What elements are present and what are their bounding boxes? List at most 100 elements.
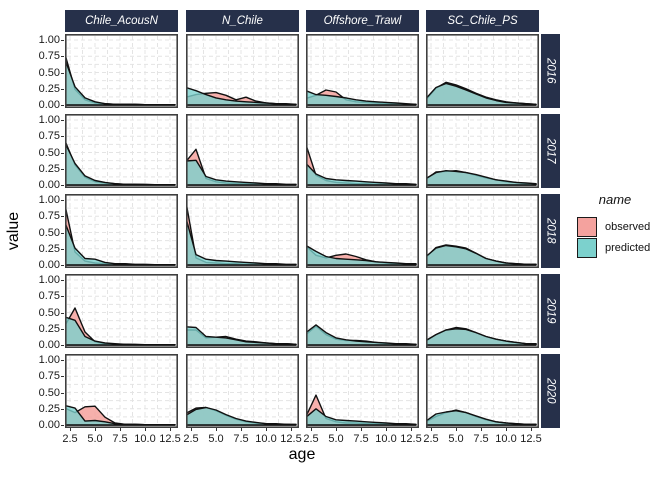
panel-border	[306, 34, 419, 108]
facet-panel-2019-Offshore_Trawl	[306, 274, 419, 348]
facet-panel-2018-SC_Chile_PS	[426, 194, 539, 268]
x-tick-label: 7.5	[353, 433, 369, 445]
facet-row-label: 2018	[544, 218, 557, 244]
facet-strip-row-2016: 2016	[541, 34, 560, 108]
facet-panel-2018-N_Chile	[186, 194, 299, 268]
facet-strip-row-2019: 2019	[541, 274, 560, 348]
facet-panel-2019-Chile_AcousN	[65, 274, 178, 348]
x-tick-mark	[506, 428, 507, 431]
y-tick-mark	[61, 40, 64, 41]
facet-panel-2016-SC_Chile_PS	[426, 34, 539, 108]
x-tick-label: 5.0	[208, 433, 224, 445]
y-tick-mark	[61, 280, 64, 281]
x-tick-mark	[431, 428, 432, 431]
x-tick-label: 12.5	[280, 433, 302, 445]
panel-border	[65, 274, 178, 348]
y-tick-label: 0.25	[38, 162, 60, 175]
facet-strip-col-Offshore_Trawl: Offshore_Trawl	[306, 10, 419, 32]
facet-panel-2017-Offshore_Trawl	[306, 114, 419, 188]
facet-strip-col-Chile_AcousN: Chile_AcousN	[65, 10, 178, 32]
y-tick-mark	[61, 216, 64, 218]
y-tick-label: 1.00	[38, 114, 60, 126]
x-axis-title: age	[288, 446, 316, 463]
y-tick-mark	[61, 168, 64, 170]
x-tick-mark	[411, 428, 412, 431]
facet-col-label: N_Chile	[222, 15, 263, 27]
predicted-outline	[186, 86, 297, 106]
facet-panel-2020-Offshore_Trawl	[306, 354, 419, 428]
x-tick-label: 10.0	[375, 433, 397, 445]
x-tick-mark	[361, 428, 362, 431]
predicted-area	[65, 317, 175, 345]
y-tick-mark	[61, 328, 64, 330]
y-tick-mark	[61, 200, 64, 201]
panel-border	[426, 194, 539, 268]
x-tick-label: 5.0	[448, 433, 464, 445]
predicted-outline	[306, 324, 417, 346]
x-tick-label: 12.5	[520, 433, 542, 445]
predicted-outline	[65, 142, 176, 186]
y-axis-title: value	[5, 211, 22, 251]
x-tick-label: 5.0	[328, 433, 344, 445]
y-tick-mark	[61, 312, 64, 314]
panel-border	[186, 194, 299, 268]
panel-border	[306, 354, 419, 428]
y-tick-mark	[61, 248, 64, 250]
x-tick-mark	[291, 428, 292, 431]
panel-border	[186, 114, 299, 188]
y-tick-label: 0.75	[38, 370, 60, 383]
predicted-outline	[65, 222, 176, 266]
predicted-area	[65, 222, 175, 265]
panel-border	[426, 274, 539, 348]
predicted-outline	[186, 217, 297, 266]
x-tick-label: 2.5	[183, 433, 199, 445]
x-tick-mark	[170, 428, 171, 431]
y-tick-mark	[61, 120, 64, 121]
y-tick-label: 0.25	[38, 242, 60, 255]
x-tick-mark	[241, 428, 242, 431]
panel-border	[426, 34, 539, 108]
y-tick-label: 0.25	[38, 402, 60, 415]
predicted-outline	[426, 170, 537, 186]
y-tick-label: 0.75	[38, 290, 60, 303]
y-tick-mark	[61, 72, 64, 74]
y-tick-label: 0.00	[38, 259, 60, 271]
facet-col-label: SC_Chile_PS	[447, 15, 518, 27]
legend-title: name	[598, 192, 632, 207]
predicted-area	[426, 328, 536, 345]
y-tick-label: 0.50	[38, 386, 60, 399]
panel-border	[186, 274, 299, 348]
predicted-outline	[65, 404, 176, 426]
x-tick-label: 7.5	[473, 433, 489, 445]
x-tick-label: 12.5	[159, 433, 181, 445]
predicted-outline	[65, 316, 176, 346]
predicted-outline	[65, 58, 176, 106]
facet-panel-2019-SC_Chile_PS	[426, 274, 539, 348]
y-tick-mark	[61, 152, 64, 154]
y-tick-label: 0.25	[38, 82, 60, 95]
x-tick-mark	[216, 428, 217, 431]
predicted-outline	[426, 328, 537, 346]
facet-panel-2017-SC_Chile_PS	[426, 114, 539, 188]
facet-panel-2020-Chile_AcousN	[65, 354, 178, 428]
predicted-area	[65, 405, 175, 425]
x-tick-label: 2.5	[303, 433, 319, 445]
facet-col-label: Offshore_Trawl	[323, 15, 402, 27]
x-tick-label: 10.0	[255, 433, 277, 445]
predicted-outline	[186, 159, 297, 186]
x-tick-mark	[456, 428, 457, 431]
predicted-area	[186, 407, 296, 425]
x-tick-mark	[386, 428, 387, 431]
y-tick-mark	[61, 408, 64, 410]
panel-border	[65, 114, 178, 188]
predicted-area	[186, 326, 296, 345]
y-tick-label: 0.75	[38, 210, 60, 223]
x-tick-label: 7.5	[112, 433, 128, 445]
y-tick-label: 0.00	[38, 179, 60, 191]
x-tick-label: 2.5	[62, 433, 78, 445]
x-tick-label: 12.5	[400, 433, 422, 445]
panel-border	[426, 114, 539, 188]
predicted-area	[186, 218, 296, 265]
predicted-area	[426, 245, 536, 265]
